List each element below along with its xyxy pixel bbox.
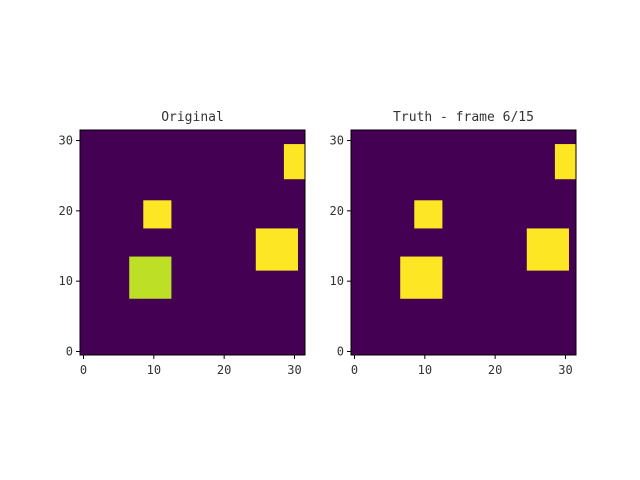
heatmap-cell: [129, 256, 172, 299]
panel-truth: Truth - frame 6/15 0 10 20 30 0 10 20 30: [330, 110, 577, 377]
x-tick-label: 10: [418, 363, 432, 377]
heatmap-area: [80, 130, 305, 355]
axes-frame: [79, 129, 306, 356]
heatmap-cell: [143, 200, 172, 229]
x-tick-label: 10: [147, 363, 161, 377]
y-tick-label: 20: [59, 204, 73, 218]
y-tick-label: 30: [59, 134, 73, 148]
heatmap-cell: [414, 200, 443, 229]
heatmap-cell: [554, 144, 576, 180]
x-tick-label: 20: [488, 363, 502, 377]
x-tick-label: 30: [558, 363, 572, 377]
y-tick-label: 0: [337, 344, 344, 358]
axes: 0 10 20 30 0 10 20 30: [330, 129, 577, 377]
x-tick-label: 20: [217, 363, 231, 377]
heatmap-area: [351, 130, 576, 355]
y-tick-label: 0: [66, 344, 73, 358]
y-tick-label: 10: [59, 274, 73, 288]
heatmap-cell: [400, 256, 443, 299]
x-tick-label: 0: [80, 363, 87, 377]
heatmap-cell: [526, 228, 569, 271]
y-tick-label: 20: [330, 204, 344, 218]
heatmap-cell: [283, 144, 305, 180]
heatmap-cell: [255, 228, 298, 271]
x-tick-label: 0: [351, 363, 358, 377]
panel-title: Truth - frame 6/15: [393, 110, 534, 125]
y-tick-label: 30: [330, 134, 344, 148]
y-tick-label: 10: [330, 274, 344, 288]
panel-title: Original: [161, 110, 224, 125]
axes-frame: [350, 129, 577, 356]
axes: 0 10 20 30 0 10 20 30: [59, 129, 306, 377]
panel-original: Original 0 10 20 30 0 10 20 30: [59, 110, 306, 377]
x-tick-label: 30: [287, 363, 301, 377]
